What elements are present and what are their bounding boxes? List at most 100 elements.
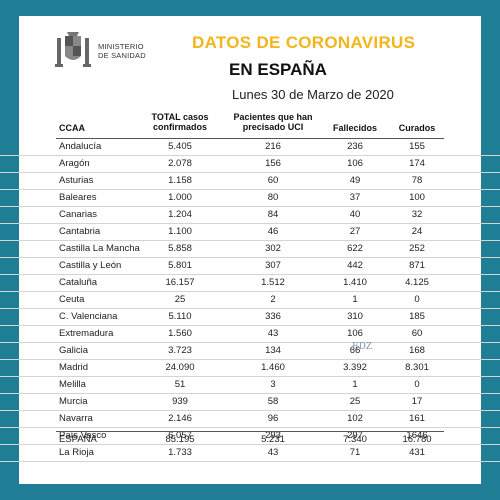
total-divider [56,431,444,432]
cell-ccaa: C. Valenciana [59,311,118,322]
cell-uci: 43 [267,328,279,339]
cell-fallecidos: 3.392 [343,362,367,373]
cell-curados: 17 [411,396,423,407]
cell-fallecidos: 1.410 [343,277,367,288]
cell-casos: 5.801 [168,260,192,271]
cell-uci: 58 [267,396,279,407]
cell-uci: 302 [265,243,281,254]
cell-ccaa: Cataluña [59,277,98,288]
cell-curados: 1646 [406,430,428,441]
cell-fallecidos: 40 [349,209,361,220]
cell-curados: 252 [409,243,425,254]
cell-fallecidos: 236 [347,141,363,152]
date-subtitle: Lunes 30 de Marzo de 2020 [232,87,394,102]
cell-ccaa: Madrid [59,362,89,373]
table-row: La Rioja 1.733 43 71 431 [0,445,500,462]
cell-fallecidos: 71 [349,447,361,458]
table-row: Castilla y León 5.801 307 442 871 [0,258,500,275]
cell-casos: 16.157 [165,277,195,288]
column-header-curados: Curados [398,123,436,133]
table-row: Cataluña 16.157 1.512 1.410 4.125 [0,275,500,292]
cell-ccaa: Murcia [59,396,88,407]
table-row: Navarra 2.146 96 102 161 [0,411,500,428]
table-row: Baleares 1.000 80 37 100 [0,190,500,207]
cell-uci: 293 [265,430,281,441]
cell-curados: 0 [414,379,420,390]
cell-ccaa: Galicia [59,345,89,356]
cell-fallecidos: 27 [349,226,361,237]
cell-fallecidos: 37 [349,192,361,203]
cell-ccaa: Melilla [59,379,86,390]
table-row: Canarias 1.204 84 40 32 [0,207,500,224]
cell-casos: 5.858 [168,243,192,254]
total-uci: 5.231 [261,434,285,445]
cell-fallecidos: 102 [347,413,363,424]
cell-ccaa: Castilla y León [59,260,122,271]
cell-casos: 25 [174,294,186,305]
cell-curados: 871 [409,260,425,271]
table-row: Madrid 24.090 1.460 3.392 8.301 [0,360,500,377]
cell-curados: 185 [409,311,425,322]
coat-of-arms-logo [55,32,91,67]
cell-fallecidos: 25 [349,396,361,407]
infographic-card [19,16,481,484]
table-header: CCAA TOTAL casos confirmados Pacientes q… [0,108,500,138]
table-row: Extremadura 1.560 43 106 60 [0,326,500,343]
total-fallecidos: 7.340 [343,434,367,445]
cell-ccaa: Extremadura [59,328,114,339]
table-row: Castilla La Mancha 5.858 302 622 252 [0,241,500,258]
table-row: País Vasco 6.057 293 297 1646 [0,428,500,445]
table-row: Galicia 3.723 134 66 168 [0,343,500,360]
cell-fallecidos: 106 [347,158,363,169]
cell-curados: 431 [409,447,425,458]
cell-fallecidos: 49 [349,175,361,186]
cell-ccaa: Castilla La Mancha [59,243,140,254]
header-divider [56,138,444,139]
cell-fallecidos: 1 [352,379,358,390]
column-header-casos: TOTAL casos confirmados [151,112,209,132]
cell-ccaa: Cantabria [59,226,101,237]
cell-uci: 216 [265,141,281,152]
table-row: Andalucía 5.405 216 236 155 [0,139,500,156]
cell-fallecidos: 1 [352,294,358,305]
table-row: Murcia 939 58 25 17 [0,394,500,411]
cell-fallecidos: 297 [347,430,363,441]
cell-uci: 3 [270,379,276,390]
cell-casos: 939 [172,396,188,407]
table-row: Ceuta 25 2 1 0 [0,292,500,309]
ministry-label: MINISTERIO DE SANIDAD [98,42,146,60]
cell-casos: 1.000 [168,192,192,203]
cell-curados: 60 [411,328,423,339]
cell-uci: 43 [267,447,279,458]
cell-uci: 60 [267,175,279,186]
cell-ccaa: Asturias [59,175,94,186]
cell-ccaa: Baleares [59,192,97,203]
cell-fallecidos: 622 [347,243,363,254]
table-row: Cantabria 1.100 46 27 24 [0,224,500,241]
cell-curados: 32 [411,209,423,220]
cell-fallecidos: 66 [349,345,361,356]
cell-curados: 155 [409,141,425,152]
cell-casos: 1.204 [168,209,192,220]
cell-casos: 5.110 [168,311,192,322]
cell-ccaa: Andalucía [59,141,102,152]
cell-curados: 8.301 [405,362,429,373]
table-row: Aragón 2.078 156 106 174 [0,156,500,173]
cell-curados: 100 [409,192,425,203]
table-row: Melilla 51 3 1 0 [0,377,500,394]
cell-uci: 1.460 [261,362,285,373]
table-body: Andalucía 5.405 216 236 155 Aragón 2.078 156 106… [0,139,500,462]
cell-uci: 84 [267,209,279,220]
cell-fallecidos: 310 [347,311,363,322]
cell-ccaa: Canarias [59,209,98,220]
total-casos: 85.195 [165,434,195,445]
cell-curados: 78 [411,175,423,186]
total-row: ESPAÑA 85.195 5.231 7.340 16.780 [0,433,500,447]
cell-curados: 168 [409,345,425,356]
cell-casos: 5.405 [168,141,192,152]
cell-uci: 46 [267,226,279,237]
cell-casos: 1.100 [168,226,192,237]
cell-uci: 156 [265,158,281,169]
column-header-fallecidos: Fallecidos [332,123,377,133]
cell-curados: 0 [414,294,420,305]
